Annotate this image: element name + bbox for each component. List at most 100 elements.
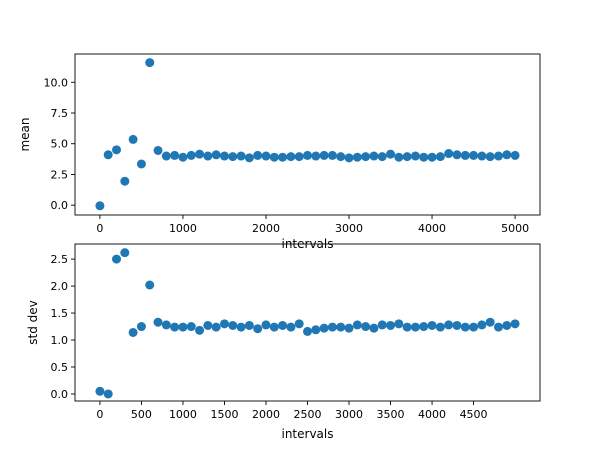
std-dev-x-tick-label: 500: [131, 408, 152, 421]
std-dev-data-point: [170, 322, 180, 332]
std-dev-data-point: [336, 322, 346, 332]
mean-data-point: [469, 150, 479, 160]
std-dev-y-tick-label: 0.0: [51, 388, 69, 401]
std-dev-data-point: [452, 320, 462, 330]
mean-y-tick-label: 7.5: [51, 107, 69, 120]
mean-data-point: [444, 149, 454, 159]
std-dev-y-tick-label: 2.0: [51, 280, 69, 293]
std-dev-data-point: [203, 320, 213, 330]
std-dev-x-tick-label: 1000: [169, 408, 197, 421]
std-dev-data-point: [327, 322, 337, 332]
mean-data-point: [186, 150, 196, 160]
std-dev-data-point: [419, 322, 429, 332]
std-dev-data-point: [112, 254, 122, 264]
mean-data-point: [112, 145, 122, 155]
std-dev-y-ticks: 0.0 0.5 1.0 1.5 2.0 2.5: [51, 253, 75, 401]
std-dev-data-point: [369, 323, 379, 333]
mean-data-point: [394, 152, 404, 162]
std-dev-x-tick-label: 2000: [252, 408, 280, 421]
std-dev-data-point: [211, 322, 221, 332]
mean-data-point: [253, 150, 263, 160]
mean-subplot: 0 1000 2000 3000 4000 5000 0.02.55.07.510.0 i…: [18, 53, 541, 251]
std-dev-data-point: [120, 248, 130, 258]
mean-x-tick-label: 2000: [252, 222, 280, 235]
mean-data-point: [120, 176, 130, 186]
std-dev-data-point: [352, 320, 362, 330]
std-dev-data-point: [460, 322, 470, 332]
std-dev-data-point: [444, 320, 454, 330]
std-dev-y-tick-label: 0.5: [51, 361, 69, 374]
std-dev-data-point: [128, 327, 138, 337]
mean-y-tick-label: 0.0: [51, 199, 69, 212]
std-dev-y-axis-label: std dev: [26, 300, 40, 345]
mean-data-point: [261, 151, 271, 161]
std-dev-y-tick-label: 1.0: [51, 334, 69, 347]
mean-y-ticks: 0.0 2.5 5.0 7.5 10.0: [44, 76, 75, 212]
mean-data-point: [228, 152, 238, 162]
std-dev-y-tick-label: 2.5: [51, 253, 69, 266]
mean-data-point: [161, 151, 171, 161]
std-dev-x-tick-label: 2500: [294, 408, 322, 421]
mean-data-point: [128, 134, 138, 144]
std-dev-data-point: [427, 320, 437, 330]
std-dev-data-point: [344, 323, 354, 333]
mean-data-point: [219, 151, 229, 161]
std-dev-x-tick-label: 3500: [377, 408, 405, 421]
mean-data-point: [369, 151, 379, 161]
mean-data-point: [236, 151, 246, 161]
std-dev-data-point: [261, 320, 271, 330]
std-dev-data-point: [228, 320, 238, 330]
mean-data-point: [402, 152, 412, 162]
std-dev-data-point: [178, 322, 188, 332]
std-dev-x-axis-label: intervals: [281, 427, 333, 441]
std-dev-data-point: [219, 319, 229, 329]
mean-data-point: [303, 150, 312, 160]
mean-data-point: [170, 150, 180, 160]
mean-data-point: [294, 152, 304, 162]
std-dev-x-tick-label: 1500: [210, 408, 238, 421]
std-dev-data-point: [161, 320, 171, 330]
mean-data-point: [477, 151, 487, 161]
mean-data-point: [211, 150, 221, 160]
mean-y-axis-label: mean: [18, 117, 32, 151]
mean-data-point: [452, 150, 462, 160]
std-dev-data-point: [361, 322, 371, 332]
std-dev-data-point: [377, 320, 387, 330]
std-dev-x-tick-label: 4000: [418, 408, 446, 421]
std-dev-x-tick-label: 0: [96, 408, 103, 421]
std-dev-data-point: [502, 320, 512, 330]
std-dev-data-point: [469, 322, 479, 332]
mean-data-point: [352, 152, 362, 162]
std-dev-data-point: [103, 389, 113, 399]
mean-x-tick-label: 5000: [501, 222, 529, 235]
mean-data-point: [377, 152, 387, 162]
mean-data-point: [427, 152, 437, 162]
std-dev-subplot: 0 500 1000 1500 2000 2500 3000 3500 4000 4500 0.0…: [26, 243, 541, 441]
std-dev-data-point: [435, 322, 445, 332]
mean-y-tick-label: 10.0: [44, 76, 69, 89]
std-dev-data-point: [153, 317, 163, 327]
std-dev-data-point: [195, 325, 205, 335]
std-dev-data-point: [244, 320, 254, 330]
std-dev-data-point: [493, 322, 503, 332]
mean-axes-frame: [74, 53, 541, 216]
mean-data-point: [319, 150, 329, 160]
std-dev-x-tick-label: 4500: [460, 408, 488, 421]
std-dev-data-point: [294, 319, 304, 329]
mean-x-tick-label: 3000: [335, 222, 363, 235]
mean-data-point: [311, 151, 321, 161]
std-dev-data-point: [286, 322, 296, 332]
mean-data-point: [244, 153, 254, 163]
mean-data-point: [386, 149, 396, 159]
std-dev-data-point: [136, 322, 146, 332]
mean-data-point: [278, 152, 288, 162]
std-dev-data-point: [145, 280, 155, 290]
mean-data-point: [153, 145, 163, 155]
mean-data-point: [327, 150, 337, 160]
mean-x-ticks: 0 1000 2000 3000 4000 5000: [96, 215, 529, 235]
std-dev-data-point: [95, 386, 105, 396]
std-dev-points: [95, 248, 520, 399]
mean-x-tick-label: 1000: [169, 222, 197, 235]
